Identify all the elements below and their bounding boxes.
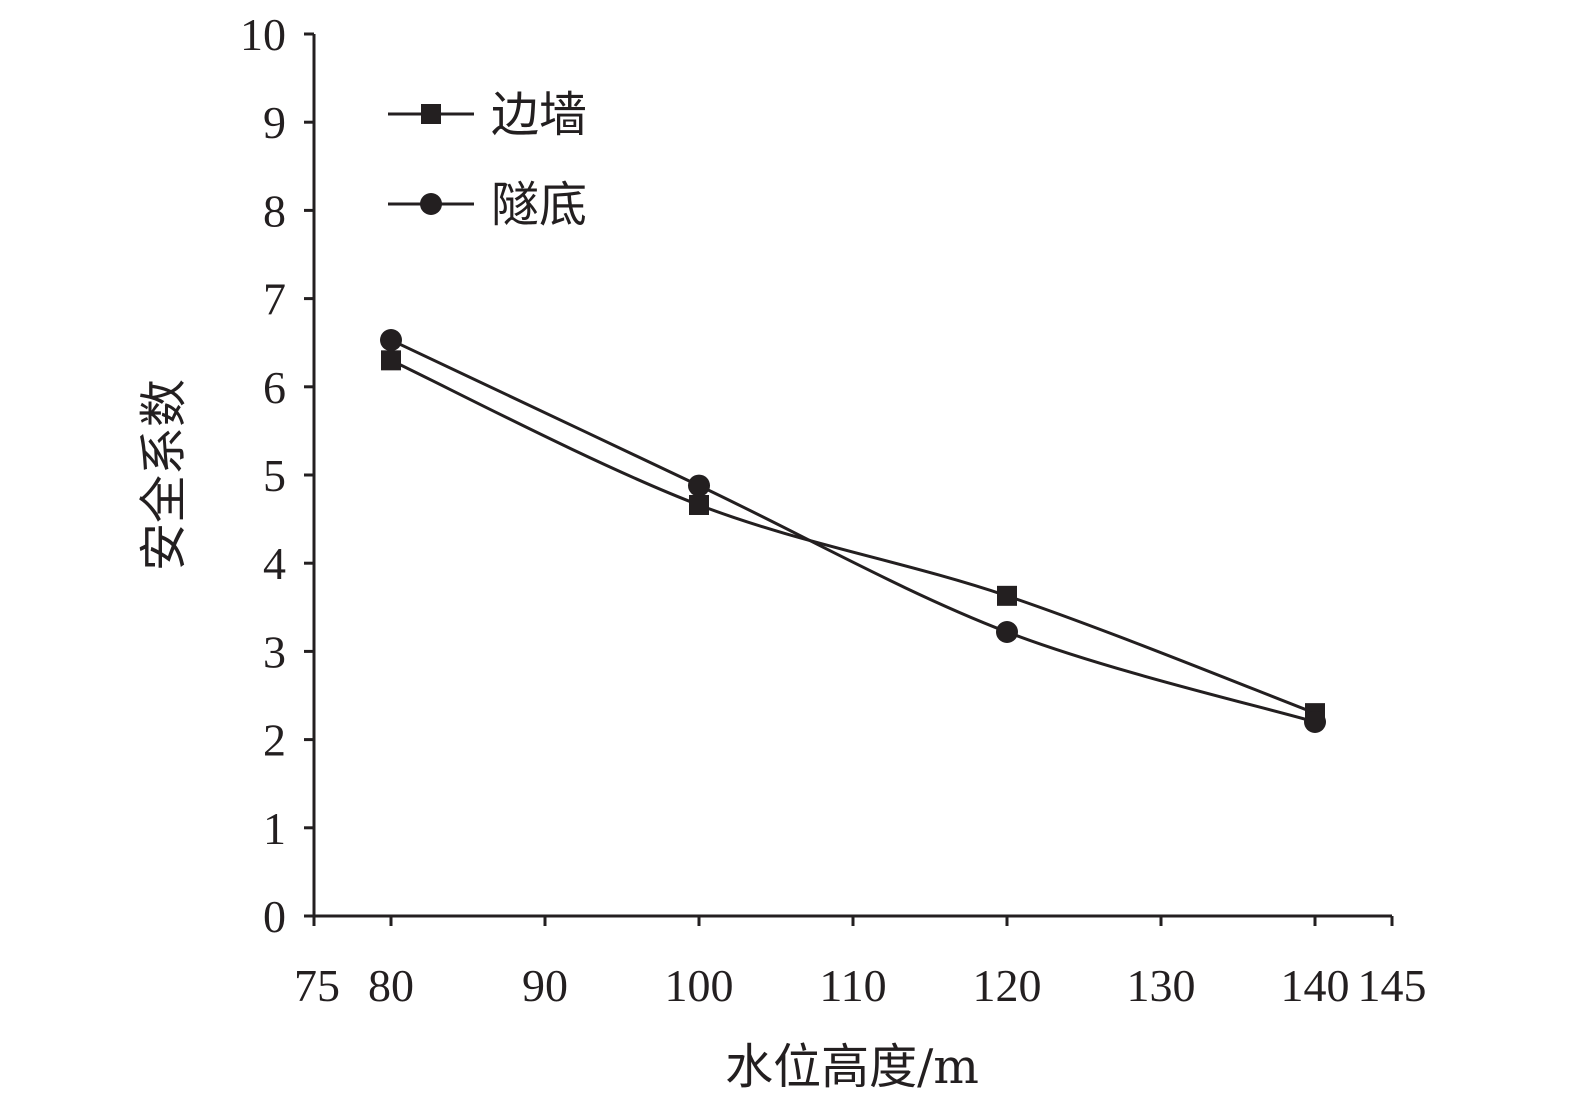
x-tick-label: 90 [522,960,568,1011]
data-point-circle [688,474,710,497]
legend-label: 边墙 [491,87,587,143]
data-point-square [997,585,1017,606]
data-point-square [381,350,401,371]
y-tick-label: 1 [263,803,286,854]
axes: 0 1 2 3 4 5 6 7 8 9 10 75 80 90 100 110 120 130 140 145 [240,9,1427,1011]
legend-label: 隧底 [491,177,587,233]
x-tick-label: 75 [294,960,340,1011]
legend-marker-circle [420,193,442,215]
data-point-circle [380,329,402,352]
y-axis-title: 安全系数 [136,379,192,571]
legend-item: 边墙 [388,87,587,143]
x-tick-label: 140 [1281,960,1350,1011]
y-tick-label: 7 [263,274,286,325]
y-tick-label: 0 [263,891,286,942]
data-point-circle [1304,710,1326,733]
data-point-circle [996,620,1018,643]
x-tick-label: 80 [368,960,414,1011]
data-point-square [689,494,709,515]
y-tick-label: 6 [263,362,286,413]
y-tick-label: 10 [240,9,286,60]
x-axis-title: 水位高度/m [725,1039,979,1095]
x-tick-label: 100 [665,960,734,1011]
y-tick-label: 9 [263,97,286,148]
x-tick-label: 110 [819,960,886,1011]
x-tick-label: 120 [973,960,1042,1011]
series-line [390,358,1316,715]
legend-marker-square [421,104,441,124]
y-tick-label: 8 [263,185,286,236]
y-tick-label: 5 [263,450,286,501]
y-tick-label: 2 [263,715,286,766]
y-tick-label: 3 [263,626,286,677]
x-tick-label: 145 [1358,960,1427,1011]
series-2 [380,329,1326,733]
legend-item: 隧底 [388,177,587,233]
series-line [390,338,1316,724]
series-1 [381,350,1325,724]
y-tick-label: 4 [263,538,286,589]
x-tick-label: 130 [1127,960,1196,1011]
series-layer [380,329,1326,733]
